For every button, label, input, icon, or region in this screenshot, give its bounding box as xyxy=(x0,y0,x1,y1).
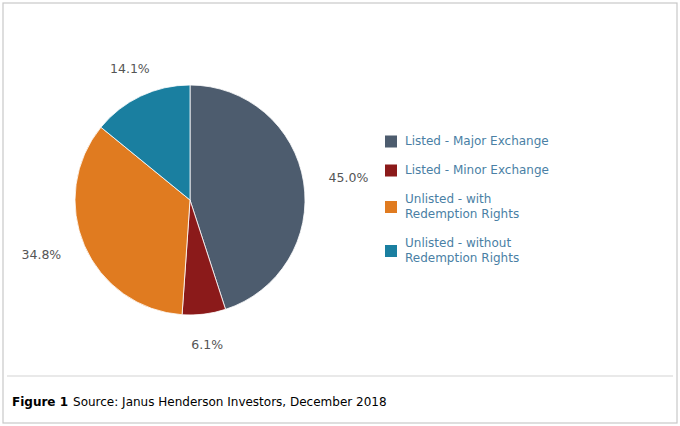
legend-swatch xyxy=(385,165,397,177)
legend-item: Unlisted - withRedemption Rights xyxy=(385,192,519,221)
legend-item: Unlisted - withoutRedemption Rights xyxy=(385,236,519,265)
legend-label: Listed - Minor Exchange xyxy=(405,163,549,177)
data-label: 45.0% xyxy=(329,170,369,185)
caption-part: Figure 1 xyxy=(12,395,68,409)
legend-label: Unlisted - withoutRedemption Rights xyxy=(405,236,519,265)
pie-slice xyxy=(101,85,190,200)
chart: 45.0% 6.1% 34.8% 14.1% Listed - Major Exchan… xyxy=(0,0,680,426)
caption-rule xyxy=(7,376,673,377)
legend-swatch xyxy=(385,136,397,148)
legend-label: Listed - Major Exchange xyxy=(405,134,549,148)
caption: Figure 1 Source: Janus Henderson Investor… xyxy=(12,395,387,409)
frame xyxy=(3,3,677,423)
legend-label: Unlisted - withRedemption Rights xyxy=(405,192,519,221)
legend-item: Listed - Major Exchange xyxy=(385,134,549,148)
data-label: 34.8% xyxy=(22,247,62,262)
data-label: 14.1% xyxy=(110,61,150,76)
pie xyxy=(75,85,305,315)
legend-item: Listed - Minor Exchange xyxy=(385,163,549,177)
data-label: 6.1% xyxy=(191,337,223,352)
legend: Listed - Major Exchange Listed - Minor Ex… xyxy=(385,134,549,265)
data-labels: 45.0% 6.1% 34.8% 14.1% xyxy=(22,61,369,352)
legend-swatch xyxy=(385,245,397,257)
caption-part: Source: Janus Henderson Investors, Decem… xyxy=(73,395,387,409)
legend-swatch xyxy=(385,201,397,213)
